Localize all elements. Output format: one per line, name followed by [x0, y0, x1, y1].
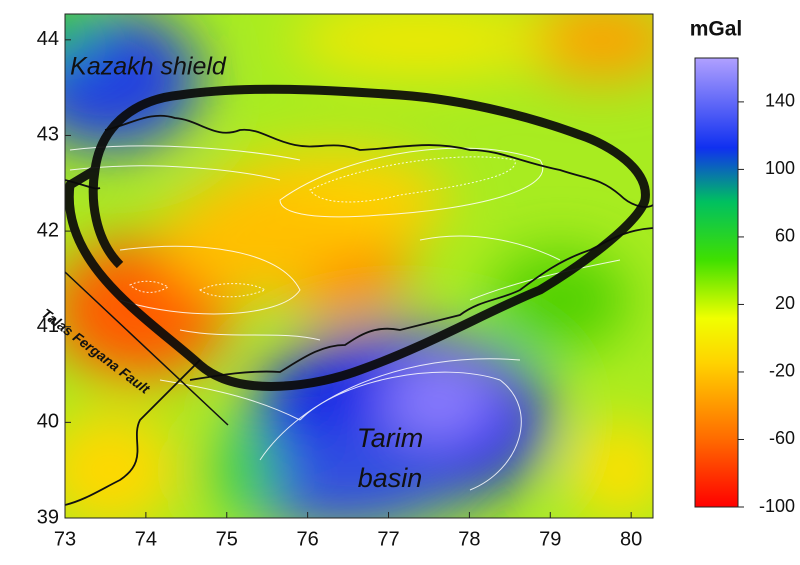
x-tick-label: 80	[620, 528, 642, 550]
x-tick-label: 76	[297, 528, 319, 550]
region-label: Tarim	[357, 423, 424, 453]
y-tick-label: 40	[37, 411, 59, 433]
region-label: basin	[358, 463, 423, 493]
x-tick-label: 75	[216, 528, 238, 550]
colorbar	[694, 57, 739, 508]
x-tick-label: 74	[135, 528, 157, 550]
map-frame	[64, 13, 654, 519]
x-tick-label: 78	[458, 528, 480, 550]
colorbar-tick-label: -20	[769, 361, 795, 381]
y-tick-label: 44	[37, 28, 59, 50]
contours	[69, 145, 621, 491]
y-tick-label: 39	[37, 506, 59, 528]
colorbar-tick-label: 140	[765, 91, 795, 111]
region-label: Kazakh shield	[70, 53, 227, 81]
colorbar-tick-label: 20	[775, 293, 795, 313]
colorbar-title: mGal	[690, 18, 743, 41]
y-tick-label: 43	[37, 124, 59, 146]
colorbar-tick-label: 60	[775, 226, 795, 246]
study-region-outline	[65, 84, 650, 391]
y-tick-label: 42	[37, 219, 59, 241]
y-tick-label: 41	[37, 315, 59, 337]
x-tick-label: 79	[539, 528, 561, 550]
colorbar-tick-label: 100	[765, 158, 795, 178]
anomaly-field	[65, 14, 653, 518]
x-tick-label: 77	[377, 528, 399, 550]
colorbar-tick-label: -100	[759, 496, 795, 516]
fault-line	[65, 271, 229, 426]
x-tick-label: 73	[54, 528, 76, 550]
colorbar-tick-label: -60	[769, 428, 795, 448]
